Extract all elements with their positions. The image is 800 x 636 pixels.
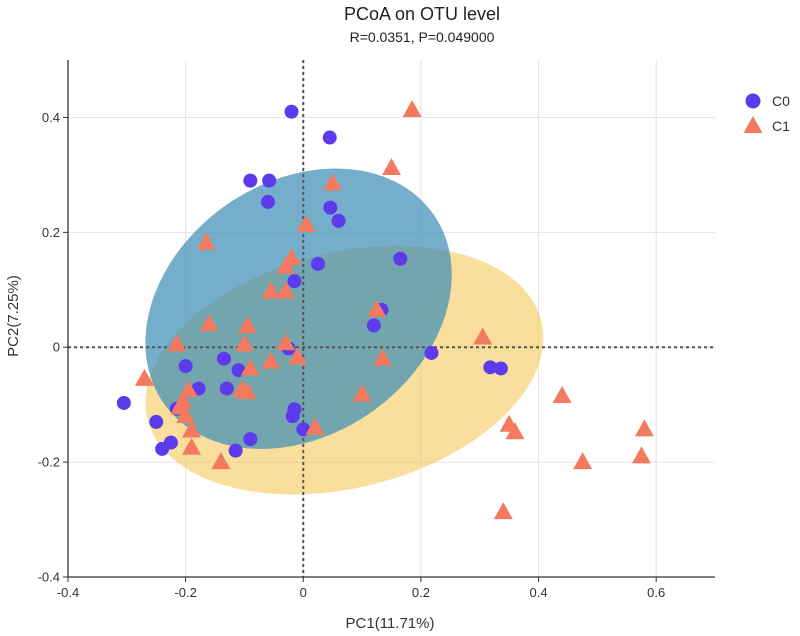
point-c0 [322,130,337,145]
y-tick-label: -0.2 [38,455,60,470]
point-c1 [296,214,316,232]
legend-label-c1: C1 [772,118,790,134]
legend-label-c0: C0 [772,93,790,109]
point-c1 [134,368,154,386]
point-c1 [176,406,196,424]
point-c1 [182,437,202,455]
x-tick-label: 0.2 [412,585,430,600]
point-c1 [631,446,651,464]
chart-subtitle: R=0.0351, P=0.049000 [350,29,495,45]
point-c0 [216,351,231,366]
point-c0 [219,381,234,396]
legend: C0 C1 [743,93,790,134]
point-c1 [237,382,257,400]
point-c1 [367,299,387,317]
point-c0 [323,200,338,215]
point-c0 [155,441,170,456]
point-c0 [285,409,300,424]
point-c0 [260,194,275,209]
point-c1 [276,333,296,351]
point-c1 [352,384,372,402]
point-c1 [182,420,202,438]
point-c1 [373,348,393,366]
x-tick-label: -0.2 [174,585,196,600]
point-c1 [573,452,593,470]
x-tick-label: -0.4 [57,585,79,600]
point-c1 [323,173,343,191]
data-points [116,99,654,520]
point-c1 [493,502,513,520]
point-c0 [310,256,325,271]
y-tick-label: 0.2 [42,225,60,240]
point-c0 [331,213,346,228]
point-c0 [228,443,243,458]
chart-title: PCoA on OTU level [344,4,500,24]
point-c0 [284,104,299,119]
point-c1 [505,422,525,440]
point-c1 [234,334,254,352]
x-tick-label: 0 [300,585,307,600]
point-c1 [276,256,296,274]
point-c0 [149,414,164,429]
point-c1 [305,417,325,435]
legend-marker-c1 [743,116,763,133]
confidence-ellipses [145,168,544,495]
point-c1 [211,452,231,470]
point-c1 [261,351,281,369]
point-c0 [483,360,498,375]
point-c1 [237,315,257,333]
point-c1 [552,386,572,404]
point-c0 [243,173,258,188]
point-c1 [240,358,260,376]
y-tick-label: -0.4 [38,570,60,585]
point-c1 [473,327,493,345]
point-c1 [261,281,281,299]
point-c1 [382,157,401,175]
y-axis-label: PC2(7.25%) [5,275,22,357]
point-c0 [424,345,439,360]
legend-marker-c0 [745,93,761,109]
tick-labels: -0.4 -0.2 0 0.2 0.4 0.6 -0.4 -0.2 0 0.2 0.4 [38,110,666,600]
point-c0 [262,173,277,188]
zero-reference-lines [68,60,715,577]
point-c0 [393,251,408,266]
point-c0 [243,432,258,447]
ellipse-c0 [145,168,452,449]
point-c1 [276,281,296,299]
point-c1 [167,334,187,352]
point-c1 [179,380,199,398]
point-c0 [493,361,508,376]
point-c1 [287,347,307,365]
x-tick-label: 0.4 [530,585,548,600]
axes-frame [67,60,715,578]
point-c1 [402,99,422,117]
point-c0 [178,359,193,374]
point-c1 [196,232,216,250]
y-tick-label: 0.4 [42,110,60,125]
point-c1 [199,314,219,332]
point-c0 [366,318,381,333]
y-tick-label: 0 [53,340,60,355]
point-c0 [287,274,302,289]
x-axis-label: PC1(11.71%) [346,615,435,632]
point-c1 [634,419,654,437]
point-c0 [116,395,131,410]
x-tick-label: 0.6 [647,585,665,600]
